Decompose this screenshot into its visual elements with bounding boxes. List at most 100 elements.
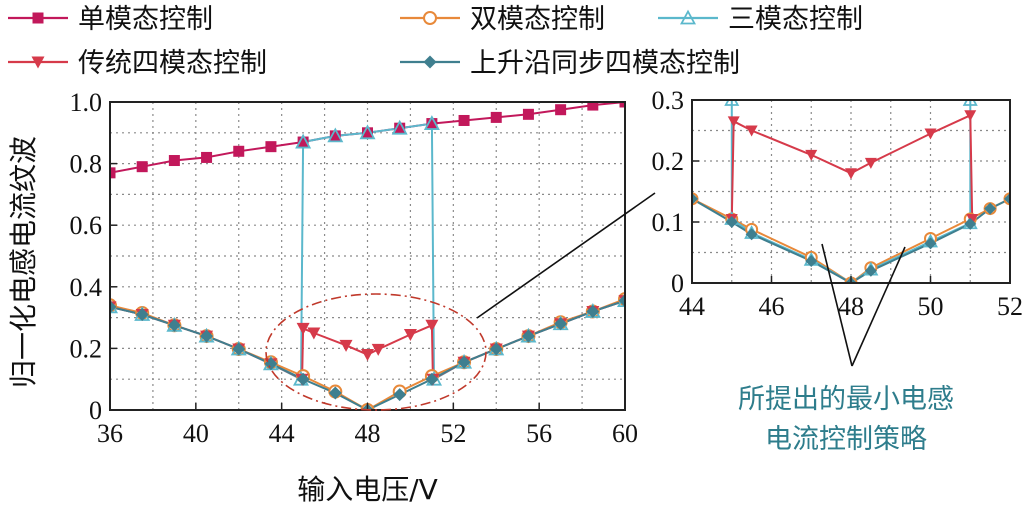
main-point-s3 [361, 349, 374, 362]
inset-zoom-panel: 44 46 48 50 52 0 0.1 0.2 0.3 [652, 86, 1024, 321]
inset-point-s2 [745, 125, 758, 137]
inset-point-s3 [745, 228, 758, 241]
main-point-s0 [522, 108, 534, 120]
legend-swatch-marker [31, 56, 45, 69]
main-point-s0 [329, 130, 341, 142]
main-point-s3 [296, 322, 310, 335]
main-point-s4 [296, 372, 310, 386]
main-xtick-label: 52 [440, 419, 466, 448]
main-point-s2 [423, 115, 440, 130]
inset-series-group [692, 100, 1010, 283]
main-xtick-label: 40 [183, 419, 209, 448]
main-point-s0 [233, 145, 245, 157]
main-point-s4 [393, 388, 407, 402]
inset-series-line-2 [730, 113, 974, 219]
main-point-s4 [200, 329, 214, 343]
main-point-s4 [232, 342, 246, 356]
main-point-s4 [521, 329, 535, 343]
inset-series-line-0 [692, 197, 1010, 283]
inset-series-line-3 [692, 197, 1010, 283]
annotation-pointer-left [821, 243, 853, 367]
inset-point-s3 [692, 192, 698, 205]
inset-point-s3 [1004, 192, 1010, 205]
inset-point-s3 [924, 237, 937, 250]
annotation-pointer-right [851, 246, 906, 367]
legend-swatch-marker [423, 55, 437, 69]
main-point-s2 [391, 119, 408, 135]
legend-entry-label: 传统四模态控制 [78, 48, 267, 79]
inset-ytick-label: 0.2 [652, 147, 685, 176]
main-ytick-label: 0.8 [70, 150, 103, 179]
inset-point-s2 [966, 213, 979, 225]
main-ytick-label: 0.2 [70, 334, 103, 363]
main-point-s0 [458, 114, 470, 126]
legend-entry-label: 上升沿同步四模态控制 [470, 48, 740, 79]
main-series-line-2 [110, 122, 625, 381]
main-point-s0 [136, 161, 148, 173]
main-xtick-label: 56 [526, 419, 552, 448]
inset-xtick-label: 50 [918, 292, 944, 321]
main-point-s0 [555, 104, 567, 116]
inset-ytick-label: 0 [671, 269, 684, 298]
main-ytick-label: 1.0 [70, 88, 103, 117]
main-point-s3 [307, 327, 321, 340]
inset-xtick-label: 44 [679, 292, 705, 321]
inset-point-s2 [924, 128, 937, 140]
inset-xtick-label: 46 [759, 292, 785, 321]
x-axis-label: 输入电压/V [297, 473, 438, 506]
inset-ytick-label: 0.3 [652, 86, 685, 115]
inset-point-s3 [964, 217, 977, 230]
legend-entry-label: 三模态控制 [728, 4, 863, 35]
main-point-s0 [587, 102, 599, 111]
inset-point-s3 [864, 264, 877, 277]
main-point-s2 [359, 124, 376, 140]
main-point-s4 [586, 304, 600, 318]
legend-swatch-marker [32, 12, 44, 24]
main-point-s4 [489, 342, 503, 356]
main-point-s2 [295, 133, 312, 149]
inset-point-s2 [805, 149, 818, 161]
main-point-s4 [167, 318, 181, 332]
annotation-line-2: 电流控制策略 [765, 424, 927, 455]
inset-point-s3 [725, 216, 738, 228]
inset-point-s1 [962, 100, 978, 106]
main-point-s0 [201, 151, 213, 163]
main-ytick-label: 0.6 [70, 211, 103, 240]
main-point-s0 [110, 167, 116, 179]
main-series-line-4 [110, 299, 625, 410]
inset-point-s2 [727, 116, 740, 128]
inset-point-s2 [964, 110, 977, 122]
main-point-s4 [554, 317, 568, 331]
main-point-s4 [328, 386, 342, 400]
main-point-s0 [265, 141, 277, 153]
main-point-s4 [618, 294, 625, 308]
legend-swatch-marker [679, 9, 697, 25]
inset-point-s3 [805, 255, 818, 268]
y-axis-label: 归一化电感电流纹波 [7, 136, 40, 388]
main-point-s0 [426, 118, 438, 130]
main-point-s0 [490, 111, 502, 123]
main-point-s4 [110, 300, 117, 314]
main-xtick-label: 36 [97, 419, 123, 448]
zoom-region-ellipse [265, 293, 487, 411]
legend-entry-label: 双模态控制 [470, 4, 605, 35]
main-point-s0 [619, 102, 625, 108]
main-series-group [110, 102, 625, 410]
main-point-s2 [327, 127, 344, 143]
inset-ytick-label: 0.1 [652, 208, 685, 237]
inset-point-s3 [984, 202, 997, 215]
main-point-s4 [425, 372, 439, 386]
main-point-s3 [339, 339, 353, 352]
main-point-s0 [362, 127, 373, 139]
main-point-s4 [135, 308, 149, 322]
main-point-s0 [297, 136, 309, 148]
main-point-s4 [457, 355, 471, 369]
zoom-connector-line [476, 192, 656, 319]
main-point-s3 [371, 343, 385, 356]
main-plot-frame [109, 101, 626, 411]
main-ytick-label: 0.4 [70, 273, 103, 302]
inset-point-s2 [864, 157, 877, 169]
main-xtick-label: 60 [612, 419, 638, 448]
